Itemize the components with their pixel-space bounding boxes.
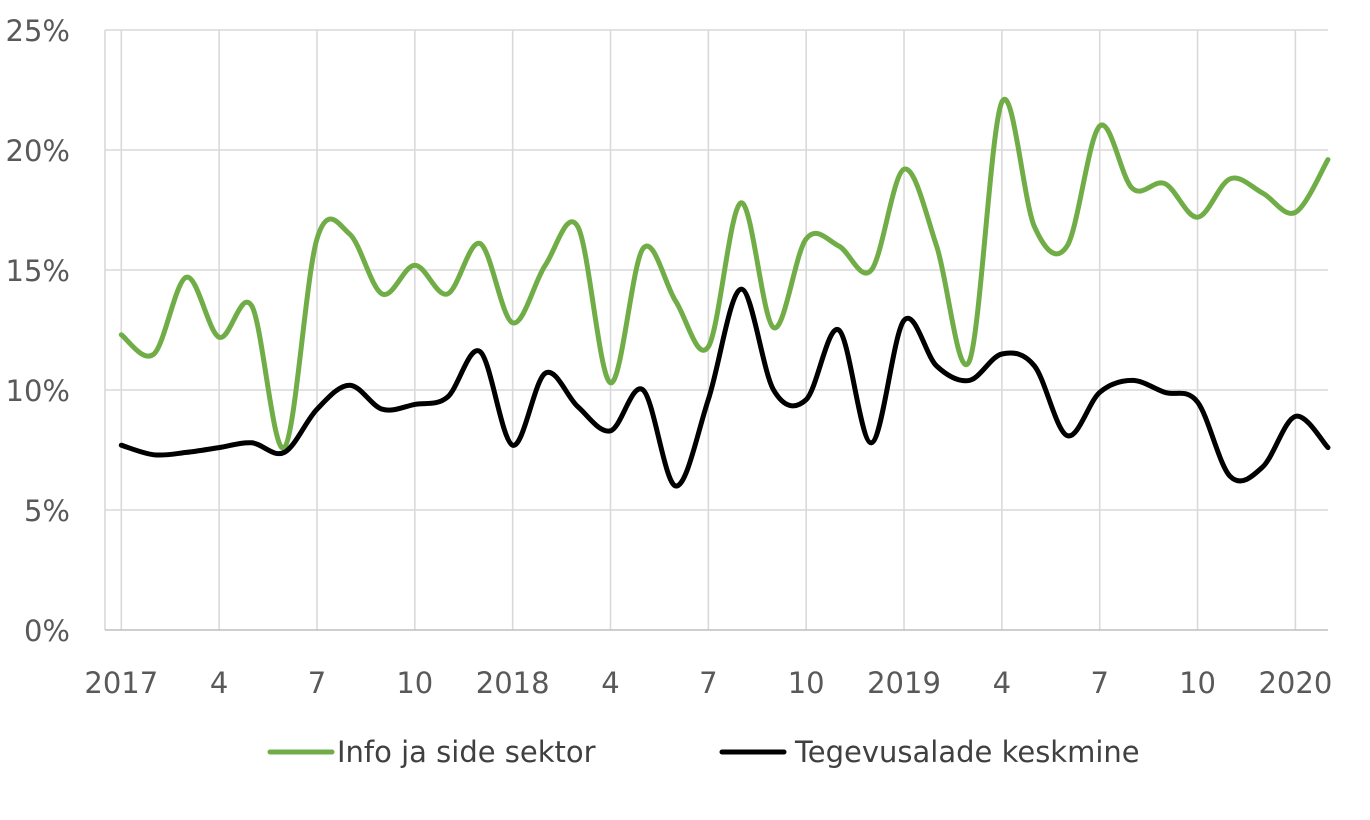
series-line-tegevusalade-keskmine	[118, 286, 1331, 489]
series-lines	[118, 96, 1331, 489]
x-tick-label: 10	[396, 666, 433, 700]
y-tick-label: 15%	[6, 254, 70, 288]
legend-label: Info ja side sektor	[337, 735, 596, 769]
x-axis-tick-labels: 2017 4 7 10 2018 4 7 10 2019 4 7 10 2020	[84, 666, 1332, 700]
x-tick-label: 4	[601, 666, 619, 700]
x-tick-label: 7	[308, 666, 326, 700]
x-tick-label: 10	[1179, 666, 1216, 700]
x-tick-label: 2020	[1258, 666, 1332, 700]
x-tick-label: 2017	[84, 666, 158, 700]
y-tick-label: 20%	[6, 134, 70, 168]
legend-label: Tegevusalade keskmine	[794, 735, 1140, 769]
series-line-info-ja-side-sektor	[118, 96, 1331, 451]
y-tick-label: 10%	[6, 374, 70, 408]
x-tick-label: 10	[788, 666, 825, 700]
y-tick-label: 25%	[6, 14, 70, 48]
x-tick-label: 7	[699, 666, 717, 700]
x-tick-label: 2019	[867, 666, 941, 700]
y-axis-tick-labels: 0% 5% 10% 15% 20% 25%	[6, 14, 70, 648]
x-tick-label: 7	[1090, 666, 1108, 700]
x-tick-label: 2018	[476, 666, 550, 700]
x-tick-label: 4	[210, 666, 228, 700]
x-tick-label: 4	[993, 666, 1011, 700]
y-tick-label: 0%	[24, 614, 70, 648]
y-tick-label: 5%	[24, 494, 70, 528]
legend: Info ja side sektor Tegevusalade keskmine	[267, 735, 1140, 769]
